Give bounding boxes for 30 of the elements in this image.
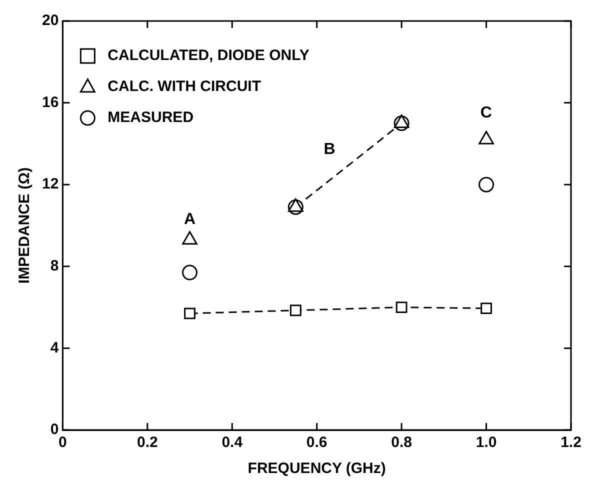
point — [478, 130, 494, 144]
y-axis-title: IMPEDANCE (Ω) — [16, 167, 34, 284]
point — [290, 304, 302, 316]
annotation: C — [480, 104, 492, 122]
point — [396, 302, 408, 313]
y-tick-label: 8 — [50, 258, 59, 275]
legend-label: CALC. WITH CIRCUIT — [108, 78, 261, 96]
point — [394, 114, 410, 128]
annotation: A — [184, 210, 196, 228]
point — [288, 198, 304, 212]
point — [480, 302, 492, 314]
x-tick-label: 0.4 — [222, 434, 244, 452]
legend-label: MEASURED — [108, 109, 194, 126]
x-tick-label: 0.2 — [136, 434, 158, 452]
y-tick-label: 16 — [42, 94, 59, 111]
x-axis-title: FREQUENCY (GHz) — [248, 460, 386, 478]
y-tick-label: 0 — [50, 421, 59, 438]
point — [182, 264, 198, 280]
x-tick-label: 1.2 — [560, 434, 582, 452]
point — [184, 308, 196, 320]
x-tick-label: 0.6 — [306, 434, 328, 452]
y-tick-label: 4 — [50, 339, 60, 356]
point — [478, 176, 494, 192]
y-tick-label: 20 — [42, 12, 59, 30]
annotation: B — [324, 141, 336, 158]
y-tick-label: 12 — [42, 176, 59, 193]
point — [182, 231, 198, 245]
legend-label: CALCULATED, DIODE ONLY — [108, 47, 310, 64]
x-tick-label: 0.8 — [391, 434, 412, 452]
x-tick-label: 1.0 — [476, 434, 497, 452]
